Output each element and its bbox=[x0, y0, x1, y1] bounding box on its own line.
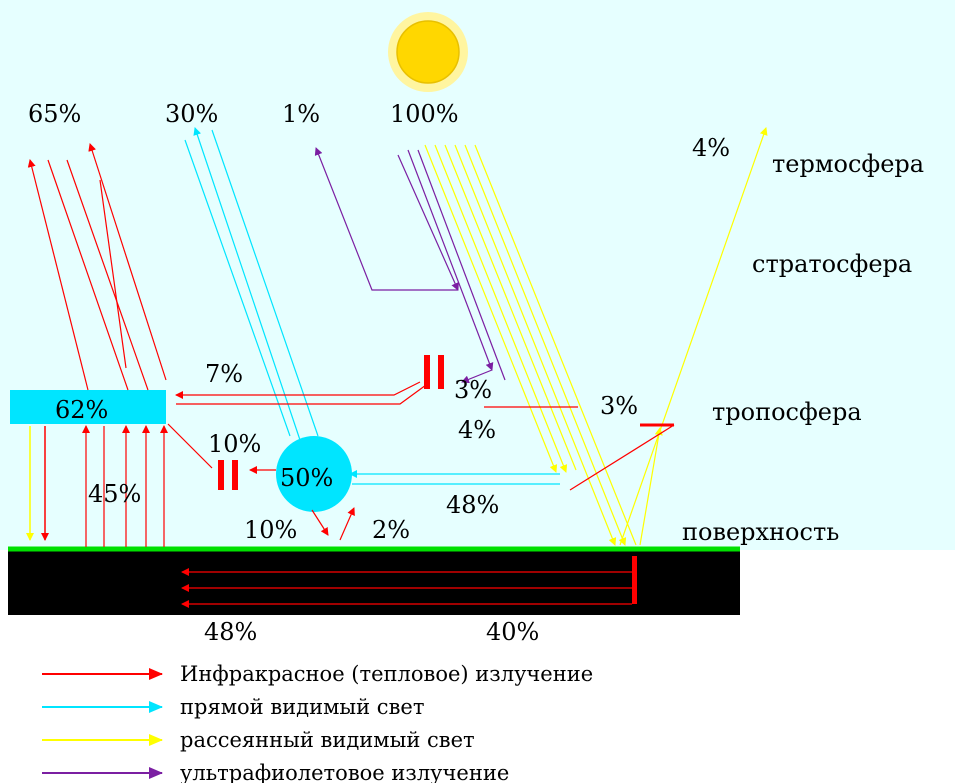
infrared-to-cloud bbox=[175, 381, 427, 405]
label-30: 30% bbox=[165, 100, 218, 128]
layer-troposphere: тропосфера bbox=[712, 398, 862, 426]
infrared-escape-arrows bbox=[27, 143, 167, 391]
uv-arrows bbox=[314, 147, 506, 384]
value-3-uv: 3% bbox=[454, 376, 492, 404]
ground-emitter-bar bbox=[632, 556, 637, 604]
infrared-ball-cloud bbox=[167, 423, 276, 474]
label-4-top: 4% bbox=[692, 134, 730, 162]
troposphere-infrared bbox=[484, 406, 675, 491]
label-100: 100% bbox=[390, 100, 459, 128]
value-48-mid: 48% bbox=[446, 491, 499, 519]
cloud-value: 62% bbox=[55, 396, 108, 424]
legend: Инфракрасное (тепловое) излучение прямой… bbox=[42, 662, 593, 783]
sun-icon bbox=[388, 12, 468, 92]
label-65: 65% bbox=[28, 100, 81, 128]
layer-stratosphere: стратосфера bbox=[752, 250, 912, 278]
absorption-ball bbox=[276, 436, 352, 512]
value-40-bottom: 40% bbox=[486, 618, 539, 646]
legend-scattered-label: рассеянный видимый свет bbox=[180, 728, 475, 752]
ball-value: 50% bbox=[280, 464, 333, 492]
value-2: 2% bbox=[372, 516, 410, 544]
value-45: 45% bbox=[88, 480, 141, 508]
earth-ground bbox=[8, 550, 740, 615]
direct-light-to-ball bbox=[349, 470, 560, 485]
layer-thermosphere: термосфера bbox=[772, 150, 924, 178]
ball-down-arrows bbox=[311, 507, 355, 541]
downward-arrows bbox=[26, 426, 49, 541]
label-1: 1% bbox=[282, 100, 320, 128]
ground-infrared-arrows bbox=[181, 568, 632, 608]
layer-surface: поверхность bbox=[682, 518, 839, 546]
legend-infrared-label: Инфракрасное (тепловое) излучение bbox=[180, 662, 593, 686]
value-7: 7% bbox=[205, 360, 243, 388]
legend-direct-label: прямой видимый свет bbox=[180, 695, 424, 719]
infrared-up-arrows bbox=[82, 425, 168, 547]
value-10-top: 10% bbox=[208, 430, 261, 458]
cloud-layer bbox=[10, 390, 166, 424]
transfer-symbol-mid bbox=[218, 460, 238, 490]
direct-light-reflected bbox=[184, 127, 319, 441]
transfer-symbol-top bbox=[424, 355, 444, 389]
value-3-right: 3% bbox=[600, 392, 638, 420]
value-48-bottom: 48% bbox=[204, 618, 257, 646]
legend-uv-label: ультрафиолетовое излучение bbox=[180, 761, 509, 783]
value-4-mid: 4% bbox=[458, 416, 496, 444]
value-10-bottom: 10% bbox=[244, 516, 297, 544]
